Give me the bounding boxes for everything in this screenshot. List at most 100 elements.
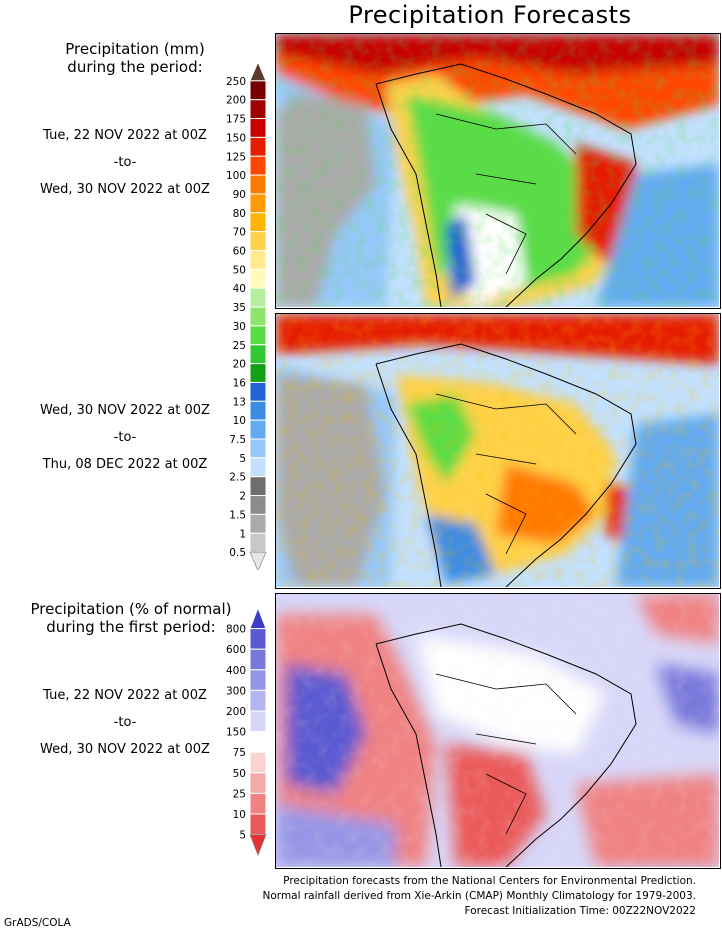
mm-colorbar-level-label: 13 xyxy=(233,396,246,408)
period2-end: Thu, 08 DEC 2022 at 00Z xyxy=(42,457,208,472)
mm-colorbar-swatch xyxy=(249,250,267,270)
mm-colorbar-level-label: 60 xyxy=(233,246,246,258)
mm-colorbar-swatch xyxy=(249,325,267,346)
pct-colorbar-swatch xyxy=(249,792,267,815)
pct-colorbar-level-label: 400 xyxy=(226,665,246,677)
pct-header-line1: Precipitation (% of normal) xyxy=(30,600,232,618)
mm-colorbar-swatch xyxy=(249,476,267,497)
pct-colorbar-swatch xyxy=(249,710,267,733)
footer-line3: Forecast Initialization Time: 00Z22NOV20… xyxy=(464,905,696,917)
mm-colorbar-level-label: 7.5 xyxy=(229,434,246,446)
period1-end: Wed, 30 NOV 2022 at 00Z xyxy=(40,182,210,197)
mm-colorbar-swatch xyxy=(249,155,267,176)
pct-header-line2: during the first period: xyxy=(46,618,216,636)
pct-colorbar-swatch-bottom xyxy=(249,834,267,857)
pct-colorbar-swatch xyxy=(249,648,267,671)
mm-colorbar-level-label: 10 xyxy=(233,415,246,427)
period1-dates: Tue, 22 NOV 2022 at 00Z -to- Wed, 30 NOV… xyxy=(20,128,230,198)
mm-colorbar-swatch xyxy=(249,344,267,365)
pct-colorbar-level-label: 300 xyxy=(226,685,246,697)
pct-colorbar-level-label: 25 xyxy=(233,788,246,800)
map-panel-period1 xyxy=(275,33,721,309)
mm-colorbar-level-label: 30 xyxy=(233,321,246,333)
mm-colorbar-level-label: 20 xyxy=(233,359,246,371)
pct-normal-map xyxy=(276,594,719,867)
footer-line2: Normal rainfall derived from Xie-Arkin (… xyxy=(262,890,696,902)
pct-colorbar-swatch xyxy=(249,813,267,836)
mm-colorbar-level-label: 50 xyxy=(233,264,246,276)
mm-colorbar-swatch xyxy=(249,400,267,421)
mm-colorbar-swatch xyxy=(249,438,267,459)
mm-colorbar-level-label: 0.5 xyxy=(229,547,246,559)
pct-colorbar-swatch xyxy=(249,731,267,753)
pct-period-sep: -to- xyxy=(113,715,137,730)
map-panel-period2 xyxy=(275,313,721,589)
precip-map-period2 xyxy=(276,314,719,587)
map-panel-pct-normal xyxy=(275,593,721,869)
period1-start: Tue, 22 NOV 2022 at 00Z xyxy=(43,128,207,143)
mm-colorbar-swatch xyxy=(249,513,267,534)
pct-colorbar-level-label: 600 xyxy=(226,644,246,656)
mm-colorbar-swatch xyxy=(249,363,267,383)
mm-colorbar-level-label: 2 xyxy=(239,491,246,503)
mm-colorbar-level-label: 125 xyxy=(226,151,246,163)
mm-colorbar-level-label: 1.5 xyxy=(229,509,246,521)
mm-colorbar-level-label: 35 xyxy=(233,302,246,314)
mm-colorbar-swatch xyxy=(249,80,267,101)
mm-colorbar-swatch xyxy=(249,419,267,440)
mm-colorbar-level-label: 200 xyxy=(226,95,246,107)
footer-line1: Precipitation forecasts from the Nationa… xyxy=(283,875,696,887)
pct-colorbar-level-label: 10 xyxy=(233,809,246,821)
pct-colorbar-swatch xyxy=(249,628,267,650)
mm-colorbar-swatch xyxy=(249,532,267,553)
mm-colorbar-swatch-bottom xyxy=(249,551,267,570)
credit-label: GrADS/COLA xyxy=(4,917,71,929)
mm-colorbar-swatch xyxy=(249,231,267,251)
mm-colorbar-swatch xyxy=(249,118,267,138)
mm-colorbar-level-label: 16 xyxy=(233,377,247,389)
pct-colorbar-level-label: 5 xyxy=(239,830,246,842)
mm-colorbar-swatch xyxy=(249,136,267,157)
pct-colorbar-level-label: 800 xyxy=(226,624,246,636)
mm-colorbar-level-label: 1 xyxy=(239,528,246,540)
pct-colorbar-swatch-top xyxy=(249,606,267,630)
period1-sep: -to- xyxy=(113,155,137,170)
mm-colorbar: 2502001751501251009080706050403530252016… xyxy=(226,60,267,570)
mm-colorbar-swatch xyxy=(249,174,267,195)
pct-period-start: Tue, 22 NOV 2022 at 00Z xyxy=(43,688,207,703)
pct-colorbar-level-label: 150 xyxy=(226,727,246,739)
precip-map-period1 xyxy=(276,34,719,307)
mm-colorbar-level-label: 5 xyxy=(239,453,246,465)
mm-colorbar-level-label: 175 xyxy=(226,114,246,126)
mm-colorbar-level-label: 80 xyxy=(233,208,246,220)
mm-colorbar-swatch xyxy=(249,381,267,402)
pct-header: Precipitation (% of normal) during the f… xyxy=(6,600,256,636)
pct-colorbar-level-label: 75 xyxy=(233,747,246,759)
mm-header-line2: during the period: xyxy=(67,58,203,76)
period2-start: Wed, 30 NOV 2022 at 00Z xyxy=(40,403,210,418)
pct-colorbar-swatch xyxy=(249,689,267,712)
mm-colorbar-swatch xyxy=(249,99,267,120)
pct-colorbar-level-label: 200 xyxy=(226,706,246,718)
mm-colorbar-swatch xyxy=(249,268,267,289)
mm-colorbar-swatch xyxy=(249,495,267,515)
figure-title: Precipitation Forecasts xyxy=(348,1,632,29)
mm-colorbar-swatch xyxy=(249,457,267,478)
mm-colorbar-level-label: 2.5 xyxy=(229,472,246,484)
mm-colorbar-level-label: 40 xyxy=(233,283,246,295)
period2-sep: -to- xyxy=(113,430,137,445)
period2-dates: Wed, 30 NOV 2022 at 00Z -to- Thu, 08 DEC… xyxy=(20,403,230,473)
mm-colorbar-swatch-top xyxy=(249,60,267,82)
pct-colorbar-level-label: 50 xyxy=(233,768,246,780)
mm-colorbar-level-label: 100 xyxy=(226,170,246,182)
mm-header-line1: Precipitation (mm) xyxy=(65,40,205,58)
mm-colorbar-level-label: 70 xyxy=(233,227,246,239)
pct-period-dates: Tue, 22 NOV 2022 at 00Z -to- Wed, 30 NOV… xyxy=(20,688,230,758)
mm-colorbar-level-label: 90 xyxy=(233,189,246,201)
mm-colorbar-level-label: 150 xyxy=(226,132,246,144)
mm-colorbar-level-label: 250 xyxy=(226,76,246,88)
mm-colorbar-swatch xyxy=(249,287,267,308)
pct-colorbar-swatch xyxy=(249,772,267,794)
pct-colorbar-swatch xyxy=(249,751,267,774)
mm-colorbar-level-label: 25 xyxy=(233,340,246,352)
